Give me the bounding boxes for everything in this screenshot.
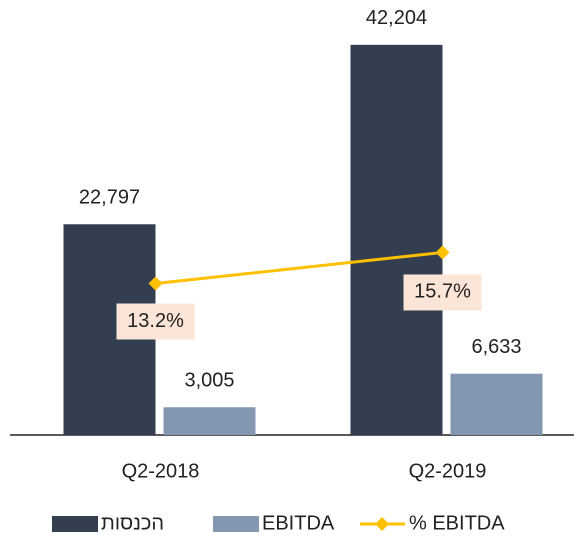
bar bbox=[163, 407, 256, 435]
data-label: 13.2% bbox=[127, 310, 184, 332]
data-label: 6,633 bbox=[471, 336, 521, 358]
x-tick-label: Q2-2018 bbox=[122, 460, 200, 482]
legend-swatch bbox=[52, 516, 98, 532]
legend-label: EBITDA bbox=[262, 512, 335, 534]
data-label-box bbox=[116, 303, 195, 340]
data-label: 3,005 bbox=[184, 370, 234, 392]
legend-marker bbox=[375, 517, 389, 531]
x-tick-label: Q2-2019 bbox=[409, 460, 487, 482]
legend-swatch bbox=[213, 516, 259, 532]
line-marker bbox=[435, 245, 450, 260]
data-label-box bbox=[403, 274, 482, 311]
legend-label: הכנסות bbox=[101, 512, 164, 534]
data-label: 42,204 bbox=[366, 7, 427, 29]
data-label: 15.7% bbox=[414, 281, 471, 303]
bar bbox=[450, 373, 543, 435]
legend-label: % EBITDA bbox=[409, 512, 505, 534]
data-label: 22,797 bbox=[79, 187, 140, 209]
line bbox=[155, 250, 443, 285]
bar bbox=[350, 44, 443, 435]
line-marker bbox=[148, 276, 163, 291]
